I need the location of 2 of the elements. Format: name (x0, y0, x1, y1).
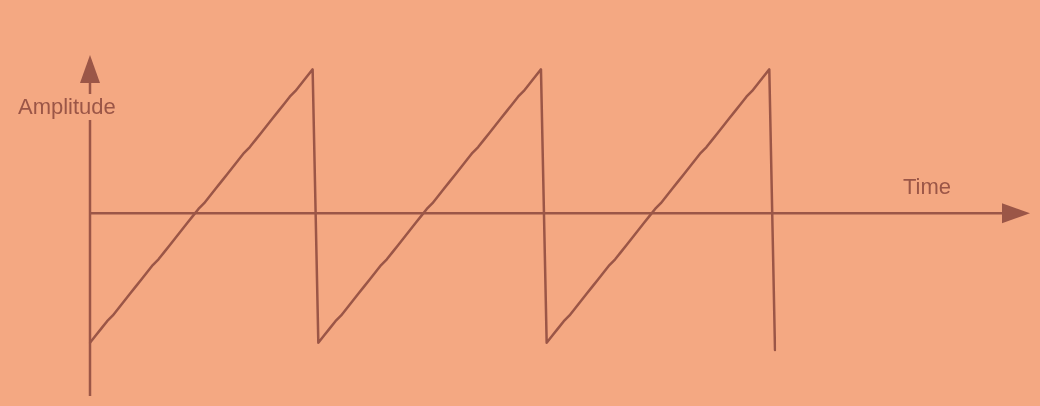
y-axis-title: Amplitude (16, 94, 118, 120)
text: Time (903, 174, 952, 200)
